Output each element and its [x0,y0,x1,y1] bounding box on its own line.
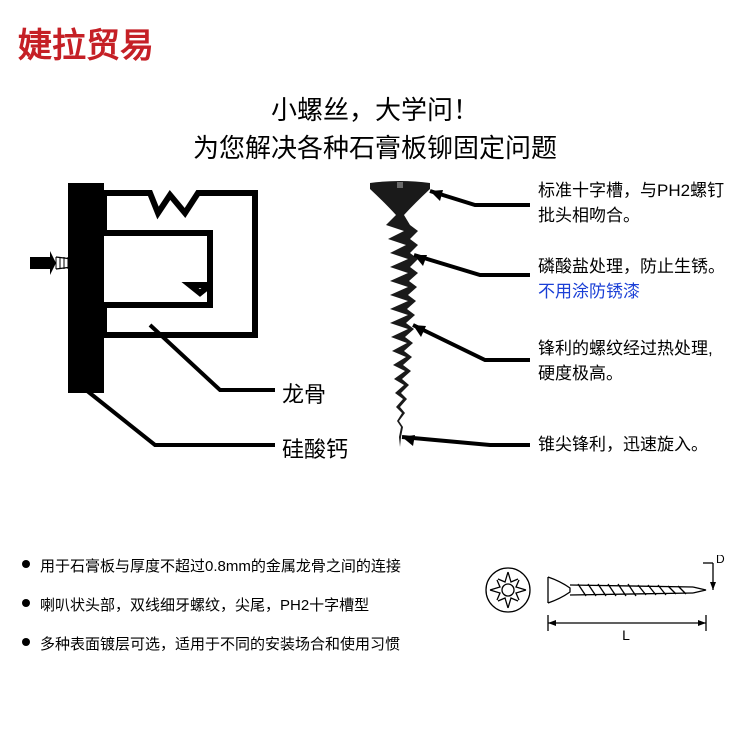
technical-drawing: L D [478,555,728,665]
calcium-silicate-label: 硅酸钙 [282,432,348,464]
callout-thread-l2: 硬度极高。 [538,364,623,383]
bullet-list: 用于石膏板与厚度不超过0.8mm的金属龙骨之间的连接 喇叭状头部，双线细牙螺纹，… [22,555,472,672]
main-diagram: 龙骨 硅酸钙 标准十字槽，与PH2螺钉 批头相吻合。 磷酸盐处理，防止生锈。 不… [0,165,750,485]
headline: 小螺丝，大学问！ [0,90,750,127]
callout-head: 标准十字槽，与PH2螺钉 批头相吻合。 [538,179,724,228]
bullet-3: 多种表面镀层可选，适用于不同的安装场合和使用习惯 [22,633,472,654]
bullet-2: 喇叭状头部，双线细牙螺纹，尖尾，PH2十字槽型 [22,594,472,615]
callout-head-l1: 标准十字槽，与PH2螺钉 [538,181,724,200]
keel-label: 龙骨 [282,377,326,409]
callout-coating-l2: 不用涂防锈漆 [538,282,640,301]
callout-tip-l1: 锥尖锋利，迅速旋入。 [538,435,708,454]
callout-tip: 锥尖锋利，迅速旋入。 [538,433,708,458]
dim-l-label: L [622,627,630,643]
brand-logo-text: 婕拉贸易 [18,18,154,67]
big-screw-icon [370,181,430,447]
dim-d-label: D [716,555,725,566]
callout-thread: 锋利的螺纹经过热处理, 硬度极高。 [538,337,713,386]
callout-coating: 磷酸盐处理，防止生锈。 不用涂防锈漆 [538,255,725,304]
callout-head-l2: 批头相吻合。 [538,206,640,225]
subheadline: 为您解决各种石膏板铆固定问题 [0,128,750,165]
leader-lines [402,190,530,446]
callout-coating-l1: 磷酸盐处理，防止生锈。 [538,257,725,276]
bullet-1: 用于石膏板与厚度不超过0.8mm的金属龙骨之间的连接 [22,555,472,576]
callout-thread-l1: 锋利的螺纹经过热处理, [538,339,713,358]
cross-section-group [30,183,275,445]
